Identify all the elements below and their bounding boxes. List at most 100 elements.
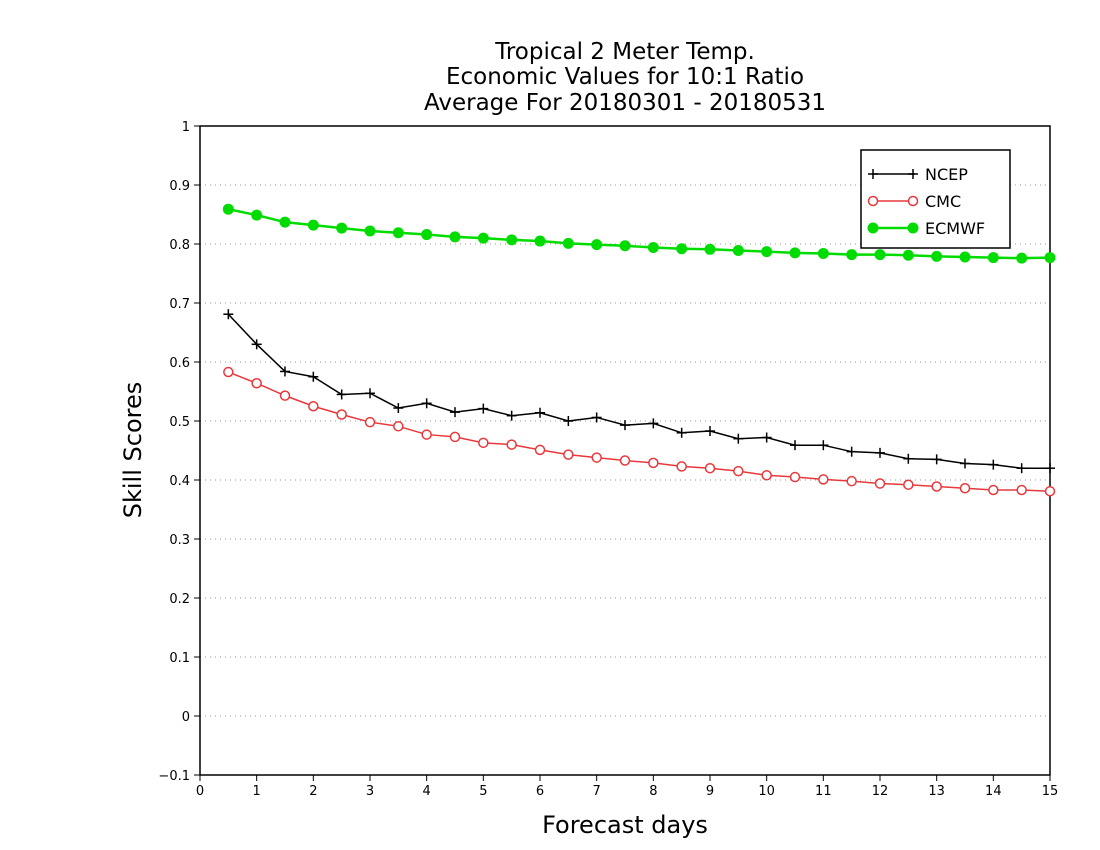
data-point-ecmwf — [392, 227, 404, 239]
data-point-cmc — [648, 457, 659, 469]
x-tick-label: 6 — [536, 784, 544, 799]
data-point-ecmwf — [817, 247, 829, 259]
data-point-ncep — [563, 416, 574, 426]
data-point-ncep — [761, 432, 772, 443]
legend-marker-ncep — [868, 169, 878, 179]
data-point-ncep — [846, 446, 857, 457]
data-point-cmc — [251, 377, 262, 389]
series-line-cmc — [228, 371, 1051, 492]
data-point-cmc — [364, 416, 376, 428]
data-point-cmc — [563, 449, 574, 460]
data-point-ecmwf — [619, 240, 631, 252]
plot-area-frame — [199, 125, 1051, 776]
series-line-ncep — [227, 313, 1050, 469]
data-point-cmc — [449, 431, 461, 443]
data-point-ncep — [903, 453, 914, 464]
x-tick-label: 8 — [649, 784, 657, 799]
x-tick-label: 12 — [872, 784, 889, 799]
data-point-ncep — [336, 389, 347, 400]
data-point-ecmwf — [846, 249, 858, 261]
data-point-ecmwf — [704, 243, 716, 255]
y-tick-label: 0 — [182, 710, 190, 725]
series-cmc — [223, 366, 1056, 497]
data-point-ecmwf — [336, 222, 348, 234]
data-point-ncep — [223, 309, 234, 320]
data-point-cmc — [818, 474, 829, 485]
data-point-cmc — [1016, 484, 1027, 496]
data-point-ecmwf — [761, 246, 773, 258]
data-point-ncep — [960, 458, 970, 469]
data-point-cmc — [336, 409, 347, 420]
x-tick-label: 4 — [423, 784, 431, 799]
data-point-ecmwf — [931, 250, 943, 262]
data-point-ecmwf — [421, 229, 433, 241]
data-point-ncep — [535, 407, 545, 418]
y-tick-label: 0.7 — [169, 297, 190, 312]
data-point-ncep — [251, 339, 262, 350]
data-point-ncep — [506, 410, 517, 421]
data-point-ecmwf — [789, 247, 801, 259]
data-point-cmc — [988, 484, 999, 496]
data-point-cmc — [534, 444, 546, 456]
series-layer — [222, 203, 1056, 497]
chart-title-line-1: Tropical 2 Meter Temp. — [494, 39, 755, 65]
data-point-ncep — [931, 454, 942, 465]
data-point-ecmwf — [449, 231, 461, 243]
legend-entry-ncep: NCEP — [868, 165, 968, 184]
data-point-cmc — [308, 401, 319, 412]
data-point-ncep — [280, 366, 290, 377]
data-point-ecmwf — [959, 251, 971, 263]
legend-marker-cmc — [907, 195, 919, 207]
data-point-ecmwf — [534, 235, 546, 247]
data-point-cmc — [789, 471, 801, 483]
data-point-ncep — [790, 440, 800, 451]
x-tick-label: 0 — [196, 784, 204, 799]
legend-entry-cmc: CMC — [867, 192, 961, 211]
data-point-ncep — [620, 420, 630, 431]
data-point-cmc — [421, 429, 432, 440]
data-point-cmc — [506, 439, 517, 450]
x-axis-label: Forecast days — [542, 811, 708, 839]
data-point-cmc — [874, 478, 886, 489]
x-tick-label: 9 — [706, 784, 714, 799]
data-point-ecmwf — [477, 232, 489, 244]
legend-marker-ecmwf — [867, 222, 879, 234]
x-tick-label: 2 — [309, 784, 317, 799]
chart-title-line-2: Economic Values for 10:1 Ratio — [446, 64, 804, 90]
data-point-ecmwf — [647, 242, 659, 254]
y-tick-label: 0.6 — [169, 356, 190, 371]
legend: NCEP CMC ECMWF — [860, 149, 1011, 249]
legend-label-cmc: CMC — [925, 192, 961, 211]
series-ncep — [223, 309, 1055, 474]
data-point-ncep — [676, 427, 687, 438]
data-point-ncep — [875, 447, 885, 458]
y-tick-label: 0.8 — [169, 238, 190, 253]
x-tick-label: 1 — [253, 784, 261, 799]
x-tick-label: 14 — [985, 784, 1002, 799]
x-tick-label: 11 — [815, 784, 832, 799]
data-point-ncep — [591, 412, 602, 423]
data-point-ecmwf — [307, 219, 319, 231]
data-point-ncep — [1016, 463, 1027, 474]
data-point-ncep — [705, 426, 715, 437]
legend-entry-ecmwf: ECMWF — [867, 219, 985, 238]
data-point-ecmwf — [1044, 252, 1056, 264]
data-point-ecmwf — [279, 216, 291, 228]
data-point-ecmwf — [676, 243, 688, 255]
data-point-cmc — [393, 421, 404, 432]
y-tick-label: −0.1 — [158, 769, 190, 784]
legend-label-ecmwf: ECMWF — [925, 219, 985, 238]
y-axis-ticks: −0.1 0 0.1 0.2 0.3 0.4 0.5 0.6 0.7 0.8 0.9 1 — [158, 120, 200, 784]
data-point-ecmwf — [902, 249, 914, 261]
legend-box — [860, 149, 1011, 249]
x-tick-label: 10 — [758, 784, 775, 799]
data-point-cmc — [1044, 485, 1056, 497]
data-point-cmc — [761, 470, 772, 481]
data-point-ecmwf — [1016, 252, 1028, 264]
chart-title-line-3: Average For 20180301 - 20180531 — [424, 90, 826, 116]
series-ecmwf — [222, 203, 1056, 264]
y-tick-label: 0.4 — [169, 474, 190, 489]
y-tick-label: 0.3 — [169, 533, 190, 548]
data-point-ecmwf — [732, 244, 744, 256]
data-point-ncep — [478, 403, 489, 414]
